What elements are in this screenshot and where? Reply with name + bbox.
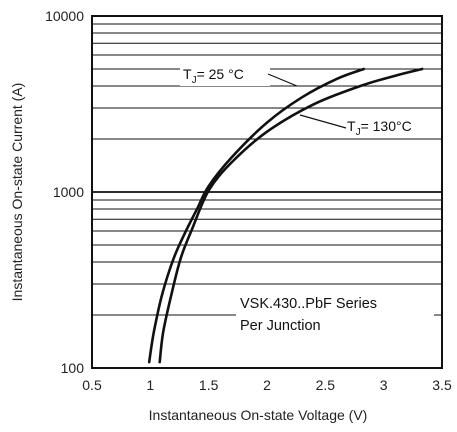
tick-labels: 0.5 1 1.5 2 2.5 3 3.5 100 1000 10000 <box>45 8 452 393</box>
label-25c-sub: J <box>192 75 197 86</box>
y-tick-label: 10000 <box>45 8 84 24</box>
series-curve-25c <box>147 67 366 364</box>
label-25c-rest: = 25 °C <box>197 66 244 82</box>
x-tick-label: 1.5 <box>199 377 219 393</box>
series-note-line1: VSK.430..PbF Series <box>240 296 377 312</box>
x-tick-label: 2.5 <box>316 377 336 393</box>
x-tick-label: 3 <box>380 377 388 393</box>
label-130c-sub: J <box>356 127 361 138</box>
series-note-line2: Per Junction <box>240 318 321 334</box>
series-curves <box>147 67 424 364</box>
label-25c-t: T <box>183 66 192 82</box>
y-tick-label: 100 <box>61 360 85 376</box>
label-130c-rest: = 130°C <box>361 118 412 134</box>
svg-text:TJ= 25 °C: TJ= 25 °C <box>183 66 244 86</box>
plot-frame <box>91 15 443 369</box>
x-tick-label: 0.5 <box>82 377 102 393</box>
series-note-box: VSK.430..PbF Series Per Junction <box>236 292 434 340</box>
curve-label-130c: TJ= 130°C <box>299 114 440 138</box>
svg-text:TJ= 130°C: TJ= 130°C <box>347 118 412 138</box>
x-tick-label: 2 <box>263 377 271 393</box>
label-130c-t: T <box>347 118 356 134</box>
leader-130c <box>299 114 347 129</box>
x-axis-title: Instantaneous On-state Voltage (V) <box>149 407 368 423</box>
leader-25c <box>267 73 298 87</box>
x-tick-label: 3.5 <box>432 377 452 393</box>
y-axis-title: Instantaneous On-state Current (A) <box>9 83 25 302</box>
x-tick-label: 1 <box>146 377 154 393</box>
y-tick-label: 1000 <box>53 184 84 200</box>
curve-label-25c: TJ= 25 °C <box>180 60 298 87</box>
series-curve-130c <box>158 67 424 364</box>
